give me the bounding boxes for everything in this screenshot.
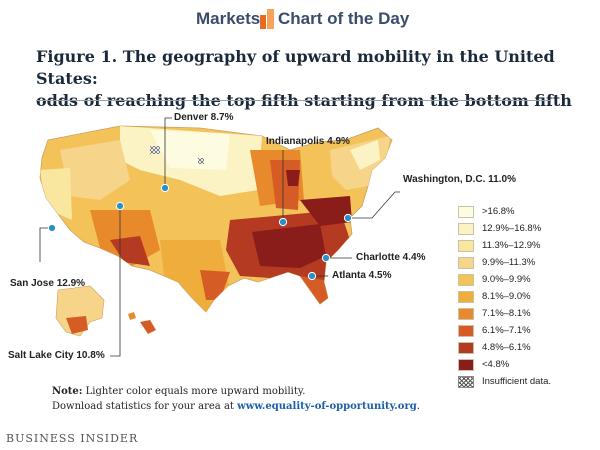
legend-item: 7.1%–8.1% [458, 308, 598, 322]
legend-item: 11.3%–12.9% [458, 240, 598, 254]
legend-swatch [458, 257, 474, 269]
legend-swatch [458, 325, 474, 337]
washington-marker[interactable] [343, 213, 353, 223]
figure-note: Note: Lighter color equals more upward m… [52, 384, 420, 414]
legend-item: 8.1%–9.0% [458, 291, 598, 305]
legend-item: 9.9%–11.3% [458, 257, 598, 271]
legend-item: >16.8% [458, 206, 598, 220]
city-label-san-jose: San Jose 12.9% [10, 278, 86, 289]
note-suffix: . [416, 401, 420, 412]
legend-item: 9.0%–9.9% [458, 274, 598, 288]
us-mobility-map [39, 117, 400, 357]
city-label-atlanta: Atlanta 4.5% [332, 270, 392, 281]
alaska-shape [55, 285, 105, 337]
legend-swatch [458, 206, 474, 218]
legend-swatch [458, 274, 474, 286]
equality-of-opportunity-link[interactable]: www.equality-of-opportunity.org [237, 401, 417, 412]
title-divider [36, 100, 550, 101]
legend-swatch [458, 291, 474, 303]
legend-label: 6.1%–7.1% [482, 325, 531, 336]
figure-title-line-1: Figure 1. The geography of upward mobili… [36, 47, 555, 88]
city-label-charlotte: Charlotte 4.4% [356, 252, 426, 263]
business-insider-logo: BUSINESS INSIDER [6, 432, 139, 445]
city-markers [47, 183, 353, 281]
city-label-salt-lake-city: Salt Lake City 10.8% [8, 350, 105, 361]
note-text: Lighter color equals more upward mobilit… [82, 386, 306, 397]
legend-swatch [458, 308, 474, 320]
note-line-2: Download statistics for your area at www… [52, 399, 420, 414]
legend-item: Insufficient data. [458, 376, 598, 390]
denver-marker[interactable] [160, 183, 170, 193]
markets-label[interactable]: Markets [196, 9, 261, 28]
legend-label: 12.9%–16.8% [482, 223, 542, 234]
atlanta-marker[interactable] [307, 271, 317, 281]
legend-label: 11.3%–12.9% [482, 240, 541, 251]
indianapolis-marker[interactable] [278, 217, 288, 227]
legend-item: 4.8%–6.1% [458, 342, 598, 356]
salt-lake-city-marker[interactable] [115, 201, 125, 211]
san-jose-marker[interactable] [47, 223, 57, 233]
legend-swatch [458, 223, 474, 235]
legend-label: 4.8%–6.1% [482, 342, 531, 353]
legend-swatch [458, 359, 474, 371]
legend-label: 7.1%–8.1% [482, 308, 531, 319]
legend-label: 8.1%–9.0% [482, 291, 531, 302]
legend-swatch [458, 376, 474, 388]
legend-label: 9.9%–11.3% [482, 257, 536, 268]
charlotte-marker[interactable] [321, 253, 331, 263]
legend-label: <4.8% [482, 359, 510, 370]
chart-of-the-day-label[interactable]: Chart of the Day [278, 9, 410, 28]
legend-item: <4.8% [458, 359, 598, 373]
city-label-washington: Washington, D.C. 11.0% [403, 174, 516, 185]
legend-item: 6.1%–7.1% [458, 325, 598, 339]
city-label-denver: Denver 8.7% [174, 112, 234, 123]
chart-of-the-day-logo-icon [260, 9, 274, 29]
legend-label: 9.0%–9.9% [482, 274, 531, 285]
note-prefix: Note: [52, 386, 83, 397]
figure-title: Figure 1. The geography of upward mobili… [36, 46, 576, 112]
legend-swatch [458, 240, 474, 252]
legend-item: 12.9%–16.8% [458, 223, 598, 237]
city-label-indianapolis: Indianapolis 4.9% [266, 136, 350, 147]
legend-label: Insufficient data. [482, 376, 552, 387]
hawaii-shape [140, 320, 156, 334]
legend-swatch [458, 342, 474, 354]
note-line-1: Note: Lighter color equals more upward m… [52, 384, 420, 399]
legend-label: >16.8% [482, 206, 515, 217]
header: Markets Chart of the Day [0, 0, 600, 40]
note-download-text: Download statistics for your area at [52, 401, 238, 412]
